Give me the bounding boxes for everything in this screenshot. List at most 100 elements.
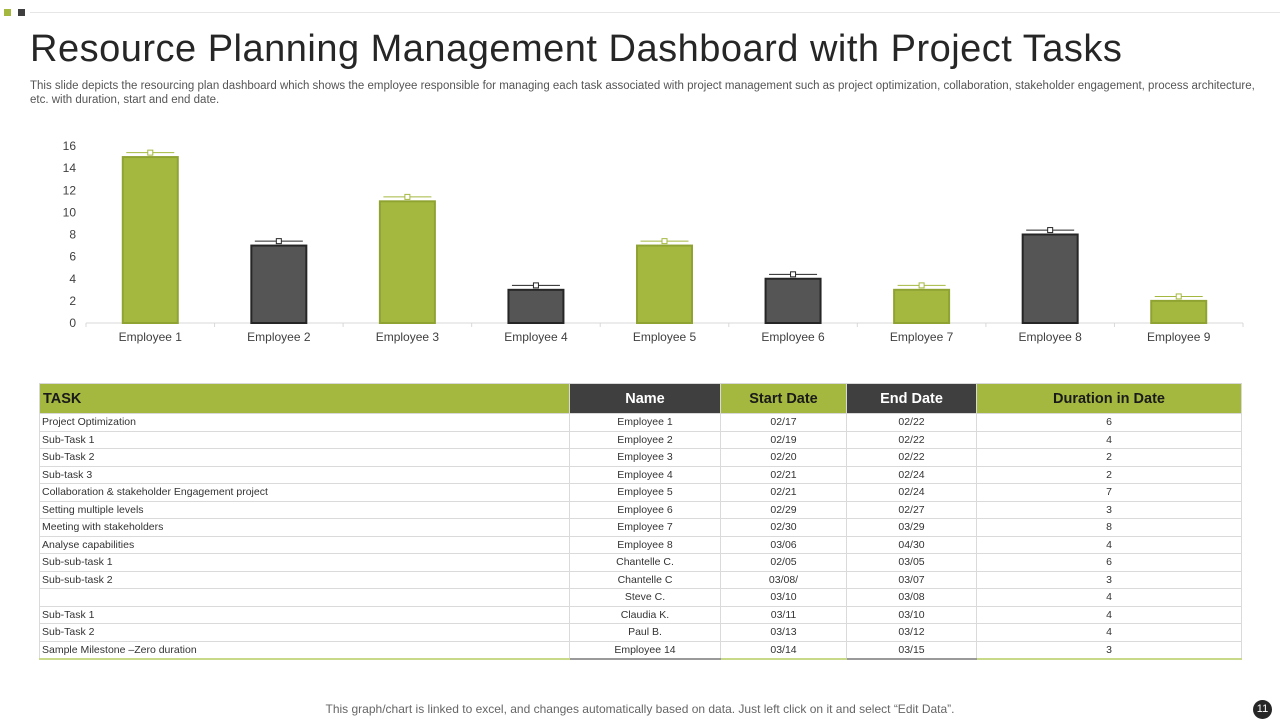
marker-point bbox=[532, 282, 539, 289]
cell-name: Employee 14 bbox=[569, 640, 721, 660]
x-tick-label: Employee 1 bbox=[119, 330, 183, 344]
table-row: Sample Milestone –Zero duration Employee … bbox=[39, 640, 1242, 660]
cell-task: Setting multiple levels bbox=[39, 500, 570, 519]
cell-name: Chantelle C bbox=[569, 570, 721, 589]
table-row: Sub-Task 1 Claudia K. 03/11 03/10 4 bbox=[39, 605, 1242, 624]
cell-name: Employee 2 bbox=[569, 430, 721, 449]
bar bbox=[507, 288, 565, 324]
task-table: TASK Name Start Date End Date Duration i… bbox=[39, 383, 1242, 660]
cell-duration: 4 bbox=[976, 588, 1242, 607]
table-header-row: TASK Name Start Date End Date Duration i… bbox=[39, 383, 1242, 414]
cell-name: Paul B. bbox=[569, 623, 721, 642]
table-row: Sub-Task 1 Employee 2 02/19 02/22 4 bbox=[39, 430, 1242, 449]
cell-duration: 4 bbox=[976, 605, 1242, 624]
cell-task: Sub-Task 1 bbox=[39, 605, 570, 624]
cell-name: Steve C. bbox=[569, 588, 721, 607]
cell-start-date: 03/14 bbox=[720, 640, 847, 660]
y-tick-label: 6 bbox=[69, 250, 76, 264]
bar bbox=[893, 288, 951, 324]
x-tick-label: Employee 2 bbox=[247, 330, 311, 344]
cell-start-date: 03/11 bbox=[720, 605, 847, 624]
header-end-date: End Date bbox=[846, 383, 977, 414]
cell-task: Sub-sub-task 1 bbox=[39, 553, 570, 572]
x-tick-label: Employee 7 bbox=[890, 330, 954, 344]
cell-duration: 6 bbox=[976, 413, 1242, 432]
cell-start-date: 02/29 bbox=[720, 500, 847, 519]
table-row: Sub-sub-task 2 Chantelle C 03/08/03/07 3 bbox=[39, 570, 1242, 589]
cell-name: Employee 5 bbox=[569, 483, 721, 502]
y-tick-label: 4 bbox=[69, 272, 76, 286]
y-tick-label: 2 bbox=[69, 294, 76, 308]
marker-point bbox=[790, 271, 797, 278]
slide-subtitle: This slide depicts the resourcing plan d… bbox=[30, 80, 1255, 106]
y-tick-label: 0 bbox=[69, 316, 76, 330]
table-row: Sub-task 3 Employee 4 02/21 02/24 2 bbox=[39, 465, 1242, 484]
cell-task: Sub-Task 1 bbox=[39, 430, 570, 449]
table-row: Sub-Task 2 Employee 3 02/20 02/22 2 bbox=[39, 448, 1242, 467]
cell-start-date: 03/13 bbox=[720, 623, 847, 642]
bar bbox=[1150, 299, 1208, 324]
cell-start-date: 02/20 bbox=[720, 448, 847, 467]
cell-task: Sub-Task 2 bbox=[39, 623, 570, 642]
cell-start-date: 02/21 bbox=[720, 465, 847, 484]
cell-task: Sample Milestone –Zero duration bbox=[39, 640, 570, 660]
cell-end-date: 02/24 bbox=[846, 483, 977, 502]
cell-duration: 4 bbox=[976, 535, 1242, 554]
cell-start-date: 02/17 bbox=[720, 413, 847, 432]
marker-point bbox=[918, 282, 925, 289]
cell-end-date: 02/22 bbox=[846, 413, 977, 432]
cell-end-date: 04/30 bbox=[846, 535, 977, 554]
employee-bar-chart[interactable]: 0 2 4 6 8 10 12 14 16 Employee 1 Employee 2 Employe… bbox=[0, 130, 1280, 355]
header-duration: Duration in Date bbox=[976, 383, 1242, 414]
bar bbox=[636, 244, 693, 324]
x-tick-label: Employee 5 bbox=[633, 330, 697, 344]
top-divider bbox=[30, 12, 1280, 13]
cell-start-date: 03/10 bbox=[720, 588, 847, 607]
cell-name: Employee 8 bbox=[569, 535, 721, 554]
cell-end-date: 03/15 bbox=[846, 640, 977, 660]
cell-start-date: 03/06 bbox=[720, 535, 847, 554]
header-task: TASK bbox=[39, 383, 570, 414]
y-tick-label: 16 bbox=[63, 139, 77, 153]
x-tick-label: Employee 9 bbox=[1147, 330, 1211, 344]
corner-dark-square bbox=[18, 9, 25, 16]
table-row: Collaboration & stakeholder Engagement p… bbox=[39, 483, 1242, 502]
table-row: Sub-Task 2 Paul B. 03/13 03/12 4 bbox=[39, 623, 1242, 642]
cell-name: Claudia K. bbox=[569, 605, 721, 624]
cell-end-date: 03/08 bbox=[846, 588, 977, 607]
cell-task bbox=[39, 588, 570, 607]
cell-task: Analyse capabilities bbox=[39, 535, 570, 554]
table-row: Analyse capabilities Employee 8 03/06 04/30… bbox=[39, 535, 1242, 554]
cell-duration: 3 bbox=[976, 570, 1242, 589]
cell-task: Sub-sub-task 2 bbox=[39, 570, 570, 589]
cell-duration: 8 bbox=[976, 518, 1242, 537]
cell-name: Employee 3 bbox=[569, 448, 721, 467]
cell-end-date: 03/07 bbox=[846, 570, 977, 589]
bar bbox=[1021, 233, 1079, 324]
cell-duration: 2 bbox=[976, 448, 1242, 467]
cell-end-date: 03/10 bbox=[846, 605, 977, 624]
cell-end-date: 02/24 bbox=[846, 465, 977, 484]
y-tick-label: 8 bbox=[69, 228, 76, 242]
cell-duration: 3 bbox=[976, 640, 1242, 660]
cell-task: Meeting with stakeholders bbox=[39, 518, 570, 537]
cell-duration: 3 bbox=[976, 500, 1242, 519]
cell-name: Chantelle C. bbox=[569, 553, 721, 572]
cell-duration: 2 bbox=[976, 465, 1242, 484]
cell-duration: 7 bbox=[976, 483, 1242, 502]
cell-start-date: 02/30 bbox=[720, 518, 847, 537]
cell-name: Employee 6 bbox=[569, 500, 721, 519]
header-name: Name bbox=[569, 383, 721, 414]
bar bbox=[250, 244, 308, 324]
cell-duration: 4 bbox=[976, 623, 1242, 642]
cell-start-date: 03/08/ bbox=[720, 570, 847, 589]
bar bbox=[378, 200, 436, 324]
table-row: Sub-sub-task 1 Chantelle C. 02/05 03/05 6 bbox=[39, 553, 1242, 572]
x-tick-label: Employee 3 bbox=[376, 330, 440, 344]
cell-name: Employee 1 bbox=[569, 413, 721, 432]
cell-task: Sub-task 3 bbox=[39, 465, 570, 484]
cell-end-date: 03/29 bbox=[846, 518, 977, 537]
cell-end-date: 02/22 bbox=[846, 430, 977, 449]
marker-point bbox=[1047, 227, 1054, 234]
cell-duration: 6 bbox=[976, 553, 1242, 572]
